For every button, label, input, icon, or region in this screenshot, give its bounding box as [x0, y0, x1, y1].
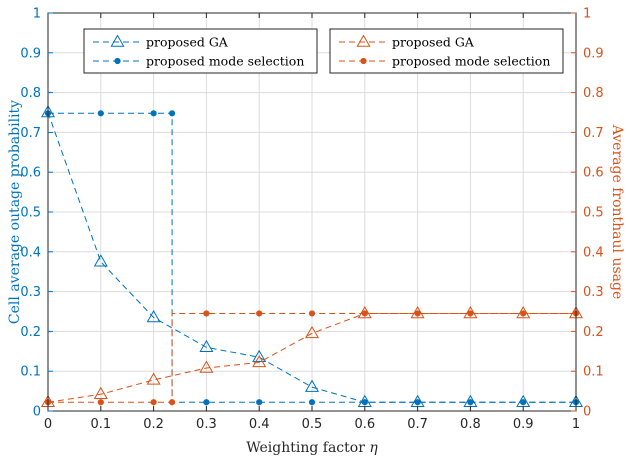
- legend-right: proposed GA proposed mode selection: [329, 28, 564, 74]
- right-y-tick-label: 0.1: [583, 365, 604, 380]
- data-point-dot: [360, 57, 367, 65]
- data-point-triangle: [357, 305, 372, 319]
- data-point-triangle: [516, 305, 531, 319]
- left-y-tick-label: 0.1: [20, 365, 41, 380]
- x-tick-label: 0.2: [143, 417, 164, 432]
- data-point-dot: [361, 399, 368, 406]
- left-y-tick-label: 0.3: [20, 285, 41, 300]
- data-point-triangle: [252, 354, 267, 368]
- data-point-dot: [150, 110, 157, 117]
- data-point-triangle: [146, 309, 161, 323]
- right-y-tick-label: 1: [583, 7, 591, 22]
- data-point-dot: [114, 57, 121, 65]
- data-point-triangle: [410, 305, 425, 319]
- series-line: [47, 112, 576, 403]
- x-tick-label: 0.8: [460, 417, 481, 432]
- data-point-dot: [97, 399, 104, 406]
- x-tick-label: 0.6: [354, 417, 375, 432]
- data-point-dot: [361, 310, 368, 317]
- data-point-triangle: [356, 34, 371, 47]
- right-y-axis-ticks: 0 0.1 0.2 0.3 0.4 0.5 0.6 0.7 0.8 0.9 1: [571, 7, 604, 420]
- data-point-dot: [203, 399, 210, 406]
- x-tick-label: 0.9: [513, 417, 534, 432]
- left-y-tick-label: 0: [33, 405, 41, 420]
- legend-left: proposed GA proposed mode selection: [83, 28, 318, 74]
- data-point-triangle: [93, 254, 108, 267]
- right-y-axis-label: Average fronthaul usage: [609, 124, 625, 300]
- right-y-tick-label: 0: [583, 405, 591, 420]
- x-axis-ticks: 0 0.1 0.2 0.3 0.4 0.5 0.6 0.7 0.8 0.9 1: [44, 13, 580, 432]
- right-y-tick-label: 0.4: [583, 245, 604, 260]
- data-point-triangle: [252, 349, 267, 362]
- data-point-dot: [168, 110, 176, 117]
- data-point-triangle: [93, 386, 108, 400]
- data-point-triangle: [146, 372, 161, 385]
- left-y-tick-label: 0.4: [20, 245, 41, 260]
- x-tick-label: 0: [44, 417, 52, 432]
- series-left-mode-selection: [44, 110, 580, 406]
- right-y-tick-label: 0.5: [583, 206, 604, 221]
- data-point-dot: [150, 399, 157, 406]
- data-point-dot: [467, 399, 474, 406]
- data-point-triangle: [199, 360, 214, 373]
- data-point-dot: [520, 310, 527, 317]
- data-point-triangle: [304, 379, 320, 392]
- data-point-dot: [414, 310, 421, 317]
- data-point-triangle: [304, 325, 320, 339]
- data-point-dot: [203, 310, 210, 317]
- left-y-tick-label: 1: [33, 7, 41, 22]
- series-right-ga: [40, 305, 584, 407]
- x-tick-label: 1: [572, 417, 580, 432]
- right-y-tick-label: 0.2: [583, 325, 604, 340]
- legend-label: proposed GA: [146, 35, 229, 50]
- data-point-triangle: [463, 305, 478, 319]
- legend-label: proposed GA: [392, 35, 475, 50]
- right-y-tick-label: 0.9: [583, 46, 604, 61]
- left-y-axis-label: Cell average outage probability: [7, 100, 23, 324]
- series-line: [47, 312, 576, 403]
- data-point-dot: [256, 399, 263, 406]
- x-tick-label: 0.4: [249, 417, 270, 432]
- left-y-axis-ticks: 0 0.1 0.2 0.3 0.4 0.5 0.6 0.7 0.8 0.9 1: [20, 7, 53, 420]
- left-y-tick-label: 0.5: [20, 206, 41, 221]
- data-point-dot: [256, 310, 263, 317]
- x-axis-label: Weighting factor η: [246, 440, 378, 456]
- data-point-triangle: [199, 339, 214, 353]
- left-y-tick-label: 0.9: [20, 46, 41, 61]
- left-y-tick-label: 0.7: [20, 126, 41, 141]
- data-point-dot: [97, 110, 104, 117]
- x-tick-label: 0.1: [90, 417, 111, 432]
- legend-box: [329, 28, 564, 74]
- x-tick-label: 0.5: [302, 417, 323, 432]
- right-y-tick-label: 0.3: [583, 285, 604, 300]
- data-point-dot: [414, 399, 421, 406]
- data-point-dot: [308, 399, 316, 406]
- data-point-dot: [308, 310, 316, 317]
- data-point-dot: [467, 310, 474, 317]
- legend-label: proposed mode selection: [146, 54, 304, 69]
- x-tick-label: 0.7: [407, 417, 428, 432]
- data-point-dot: [520, 399, 527, 406]
- left-y-tick-label: 0.2: [20, 325, 41, 340]
- data-point-dot: [168, 399, 176, 406]
- left-y-tick-label: 0.6: [20, 166, 41, 181]
- series-right-mode-selection: [44, 310, 580, 406]
- legend-box: [83, 28, 318, 74]
- x-tick-label: 0.3: [196, 417, 217, 432]
- data-point-triangle: [110, 34, 125, 47]
- legend-label: proposed mode selection: [392, 54, 550, 69]
- left-y-tick-label: 0.8: [20, 86, 41, 101]
- right-y-tick-label: 0.7: [583, 126, 604, 141]
- right-y-tick-label: 0.6: [583, 166, 604, 181]
- right-y-tick-label: 0.8: [583, 86, 604, 101]
